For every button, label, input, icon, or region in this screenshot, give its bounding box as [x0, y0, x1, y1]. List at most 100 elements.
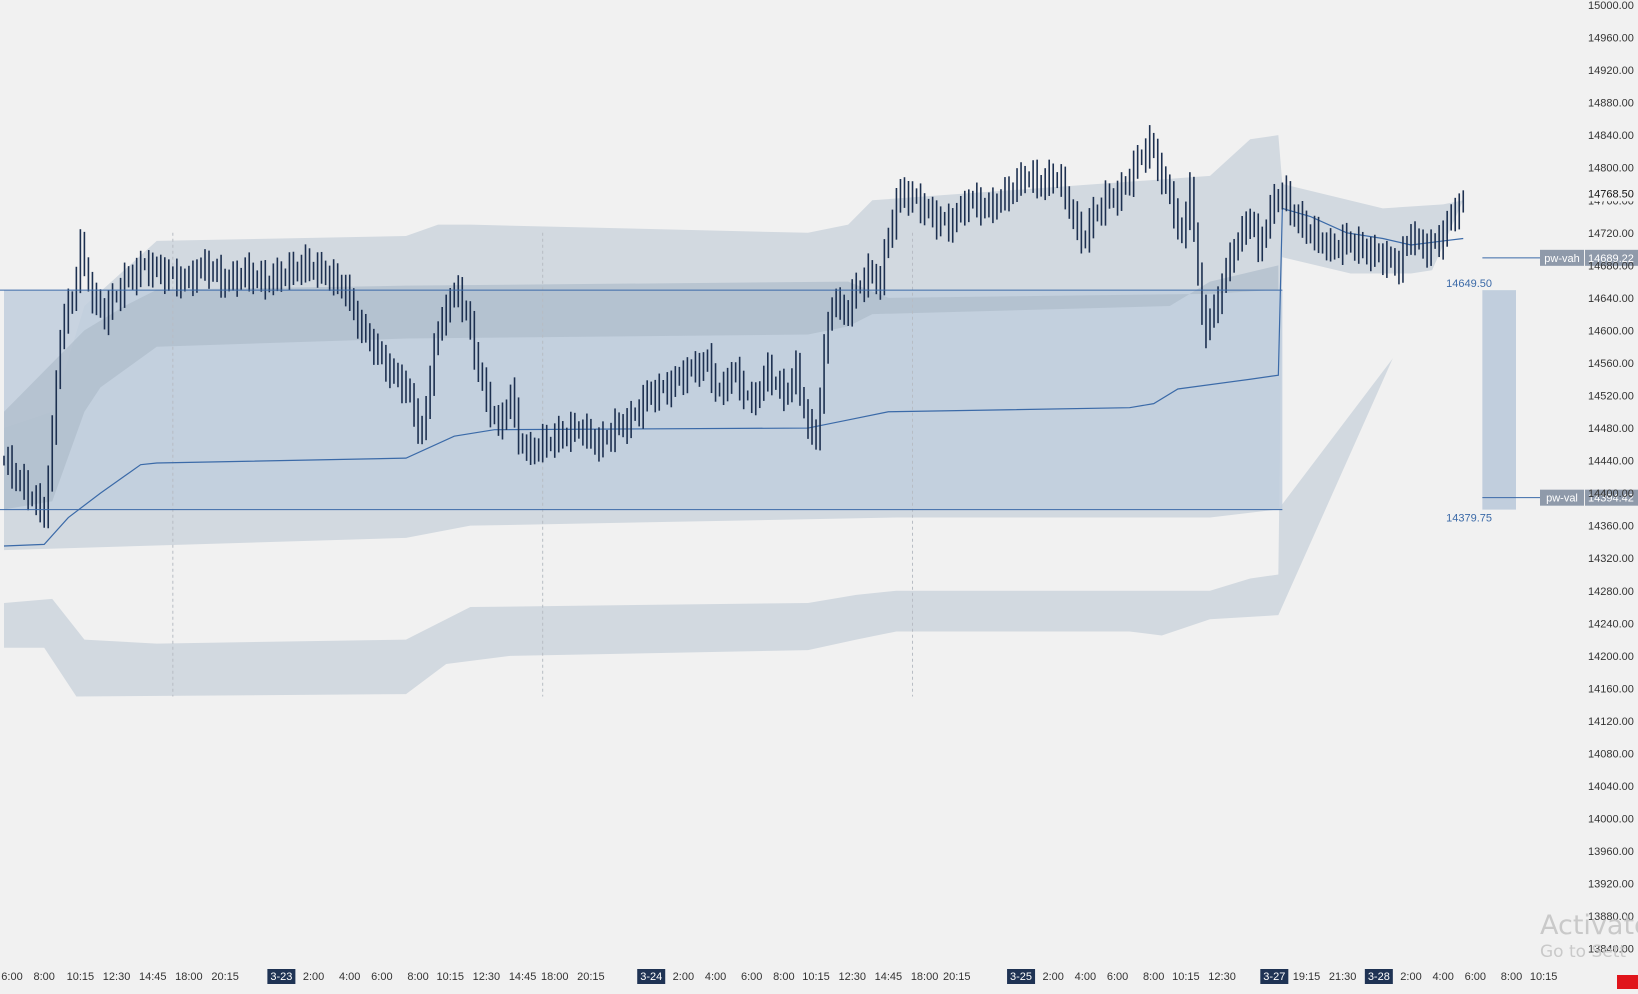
x-tick-label-2: 10:15 — [67, 971, 95, 983]
x-tick-label-25: 18:00 — [911, 971, 939, 983]
x-tick-label-6: 20:15 — [211, 971, 239, 983]
y-tick-label-24: 14040.00 — [1588, 781, 1634, 793]
x-tick-label-8: 2:00 — [303, 971, 324, 983]
date-tag-text-7: 3-23 — [270, 971, 292, 983]
x-tick-label-0: 6:00 — [1, 971, 22, 983]
y-tick-label-0: 15000.00 — [1588, 0, 1634, 12]
y-tick-label-3: 14880.00 — [1588, 98, 1634, 110]
y-tick-label-10: 14600.00 — [1588, 325, 1634, 337]
x-tick-label-9: 4:00 — [339, 971, 360, 983]
time-axis[interactable]: 6:00 8:00 10:15 12:30 14:45 18:00 20:15 3-23 2:0… — [1, 969, 1557, 984]
x-tick-label-10: 6:00 — [371, 971, 392, 983]
x-tick-label-12: 10:15 — [436, 971, 464, 983]
date-tag-34 — [1260, 969, 1289, 984]
date-tag-17 — [637, 969, 666, 984]
x-tick-label-20: 6:00 — [741, 971, 762, 983]
x-tick-label-19: 4:00 — [705, 971, 726, 983]
y-tick-label-22: 14120.00 — [1588, 716, 1634, 728]
x-tick-label-23: 12:30 — [838, 971, 866, 983]
x-tick-label-33: 12:30 — [1208, 971, 1236, 983]
x-tick-label-15: 18:00 — [541, 971, 569, 983]
last-price-text: 14768.50 — [1588, 188, 1634, 200]
x-tick-label-11: 8:00 — [407, 971, 428, 983]
y-tick-label-4: 14840.00 — [1588, 130, 1634, 142]
pw-val-price-tag — [1585, 489, 1638, 506]
x-tick-label-26: 20:15 — [943, 971, 971, 983]
x-tick-label-18: 2:00 — [673, 971, 694, 983]
pw-vah-tag — [1540, 249, 1584, 266]
y-tick-label-17: 14320.00 — [1588, 553, 1634, 565]
y-tick-label-1: 14960.00 — [1588, 33, 1634, 45]
date-tag-text-27: 3-25 — [1010, 971, 1032, 983]
x-tick-label-3: 12:30 — [103, 971, 131, 983]
vwap-line — [3, 207, 1464, 547]
date-tag-text-34: 3-27 — [1263, 971, 1285, 983]
y-tick-label-27: 13920.00 — [1588, 879, 1634, 891]
x-tick-label-32: 10:15 — [1172, 971, 1200, 983]
pw-val-tag-text: pw-val — [1546, 493, 1578, 505]
y-tick-label-29: 13840.00 — [1588, 944, 1634, 956]
x-tick-label-22: 10:15 — [802, 971, 830, 983]
last-price-tag — [1585, 185, 1638, 202]
x-tick-label-24: 14:45 — [875, 971, 903, 983]
y-tick-label-26: 13960.00 — [1588, 846, 1634, 858]
y-tick-label-19: 14240.00 — [1588, 618, 1634, 630]
projection-box — [1482, 290, 1516, 510]
y-tick-label-15: 14400.00 — [1588, 488, 1634, 500]
x-tick-label-31: 8:00 — [1143, 971, 1164, 983]
y-tick-label-7: 14720.00 — [1588, 228, 1634, 240]
notification-badge[interactable] — [1617, 975, 1638, 989]
x-tick-label-4: 14:45 — [139, 971, 167, 983]
date-tag-27 — [1007, 969, 1036, 984]
y-tick-label-25: 14000.00 — [1588, 814, 1634, 826]
vwap-lines — [3, 207, 1464, 547]
y-tick-label-11: 14560.00 — [1588, 358, 1634, 370]
x-tick-label-28: 2:00 — [1043, 971, 1064, 983]
pw-vah-price-tag — [1585, 249, 1638, 266]
x-tick-label-13: 12:30 — [473, 971, 501, 983]
pw-val-price-text: 14394.42 — [1588, 493, 1634, 505]
date-tag-text-17: 3-24 — [640, 971, 662, 983]
x-tick-label-29: 4:00 — [1075, 971, 1096, 983]
y-tick-label-9: 14640.00 — [1588, 293, 1634, 305]
x-tick-label-42: 10:15 — [1530, 971, 1558, 983]
y-tick-label-8: 14680.00 — [1588, 260, 1634, 272]
y-tick-label-5: 14800.00 — [1588, 163, 1634, 175]
x-tick-label-41: 8:00 — [1501, 971, 1522, 983]
x-tick-label-21: 8:00 — [773, 971, 794, 983]
y-tick-label-14: 14440.00 — [1588, 456, 1634, 468]
y-tick-label-12: 14520.00 — [1588, 391, 1634, 403]
x-tick-label-30: 6:00 — [1107, 971, 1128, 983]
vah-level-label: 14649.50 — [1446, 278, 1492, 290]
y-tick-label-16: 14360.00 — [1588, 521, 1634, 533]
y-tick-label-28: 13880.00 — [1588, 911, 1634, 923]
val-level-label: 14379.75 — [1446, 513, 1492, 525]
price-axis[interactable]: 15000.00 14960.00 14920.00 14880.00 14840.00… — [1585, 0, 1638, 956]
x-tick-label-1: 8:00 — [33, 971, 54, 983]
y-tick-label-20: 14200.00 — [1588, 651, 1634, 663]
y-tick-label-21: 14160.00 — [1588, 683, 1634, 695]
x-tick-label-14: 14:45 — [509, 971, 537, 983]
band-gap — [4, 257, 1464, 644]
x-tick-label-16: 20:15 — [577, 971, 605, 983]
inner-band — [4, 265, 1279, 510]
y-tick-label-2: 14920.00 — [1588, 65, 1634, 77]
x-tick-label-35: 19:15 — [1293, 971, 1321, 983]
price-bars[interactable] — [3, 125, 1465, 529]
date-tag-37 — [1364, 969, 1393, 984]
x-tick-label-38: 2:00 — [1400, 971, 1421, 983]
y-tick-label-13: 14480.00 — [1588, 423, 1634, 435]
pw-vah-tag-text: pw-vah — [1544, 253, 1579, 265]
x-tick-label-39: 4:00 — [1432, 971, 1453, 983]
pw-val-tag — [1540, 489, 1584, 506]
level-lines: 14649.50 14379.75 pw-vah 14689.22 pw-val 1439… — [0, 249, 1638, 525]
session-separators — [172, 232, 914, 697]
x-tick-label-36: 21:30 — [1329, 971, 1357, 983]
x-tick-label-40: 6:00 — [1465, 971, 1486, 983]
x-tick-label-5: 18:00 — [175, 971, 203, 983]
y-tick-label-23: 14080.00 — [1588, 748, 1634, 760]
date-tag-7 — [267, 969, 296, 984]
date-tag-text-37: 3-28 — [1368, 971, 1390, 983]
